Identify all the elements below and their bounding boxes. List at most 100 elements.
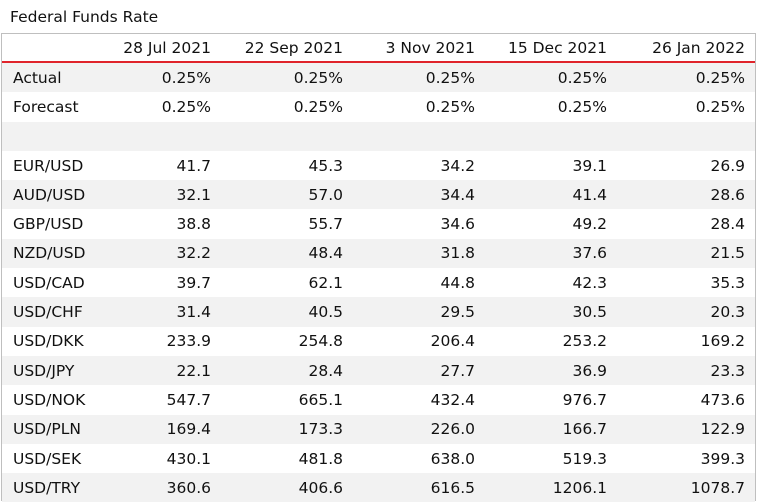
row-label: USD/CAD [13, 273, 85, 292]
table-row-forecast: Forecast 0.25% 0.25% 0.25% 0.25% 0.25% [2, 92, 755, 121]
column-header-date: 28 Jul 2021 [123, 38, 211, 57]
table-row: USD/DKK 233.9 254.8 206.4 253.2 169.2 [2, 327, 755, 356]
row-label: EUR/USD [13, 156, 84, 175]
table-cell: 406.6 [221, 473, 353, 503]
table-row: GBP/USD 38.8 55.7 34.6 49.2 28.4 [2, 209, 755, 238]
table-cell: 34.6 [440, 215, 475, 234]
table-cell: 616.5 [353, 473, 485, 503]
table-cell: 41.4 [485, 180, 617, 210]
table-cell: 31.8 [353, 238, 485, 269]
table-cell: 28.4 [710, 215, 745, 234]
table-cell: 0.25% [353, 62, 485, 93]
table-cell: 253.2 [562, 332, 607, 351]
table-row: EUR/USD 41.7 45.3 34.2 39.1 26.9 [2, 151, 755, 180]
table-cell: 166.7 [485, 414, 617, 444]
table-row: USD/TRY 360.6 406.6 616.5 1206.1 1078.7 [2, 473, 755, 503]
row-label: USD/TRY [2, 473, 99, 503]
row-label: USD/CHF [2, 297, 99, 327]
table-cell: 35.3 [710, 273, 745, 292]
table-cell: 55.7 [308, 215, 343, 234]
table-cell: 26.9 [710, 156, 745, 175]
table-cell [221, 121, 353, 151]
table-cell: 44.8 [440, 273, 475, 292]
table-cell: 22.1 [99, 355, 221, 386]
table-cell: 233.9 [166, 332, 211, 351]
column-header-date: 26 Jan 2022 [652, 38, 745, 57]
table-cell: 20.3 [617, 297, 755, 327]
row-label: AUD/USD [2, 180, 99, 210]
table-cell [485, 121, 617, 151]
header-row: 28 Jul 2021 22 Sep 2021 3 Nov 2021 15 De… [2, 34, 755, 62]
table-cell: 41.7 [176, 156, 211, 175]
table-cell: 42.3 [572, 273, 607, 292]
table-cell [617, 121, 755, 151]
row-label: NZD/USD [2, 238, 99, 269]
table-cell: 30.5 [485, 297, 617, 327]
table-cell [353, 121, 485, 151]
table-cell: 62.1 [308, 273, 343, 292]
table-cell: 0.25% [293, 97, 343, 116]
table-cell: 399.3 [700, 449, 745, 468]
table-cell: 0.25% [425, 97, 475, 116]
header-corner-cell [2, 34, 99, 62]
table-cell: 519.3 [562, 449, 607, 468]
table-row: USD/CAD 39.7 62.1 44.8 42.3 35.3 [2, 268, 755, 297]
table-cell: 206.4 [430, 332, 475, 351]
row-label: USD/JPY [2, 355, 99, 386]
row-label: USD/NOK [13, 390, 86, 409]
table-row: USD/JPY 22.1 28.4 27.7 36.9 23.3 [2, 355, 755, 386]
table-cell: 976.7 [562, 390, 607, 409]
table-cell: 360.6 [99, 473, 221, 503]
table-cell: 0.25% [557, 97, 607, 116]
table-cell: 34.2 [440, 156, 475, 175]
table-header: 28 Jul 2021 22 Sep 2021 3 Nov 2021 15 De… [2, 34, 755, 62]
table-cell: 31.4 [99, 297, 221, 327]
table-cell: 665.1 [298, 390, 343, 409]
table-cell: 0.25% [485, 62, 617, 93]
table-row-actual: Actual 0.25% 0.25% 0.25% 0.25% 0.25% [2, 62, 755, 93]
table-cell: 1078.7 [617, 473, 755, 503]
table-row: USD/PLN 169.4 173.3 226.0 166.7 122.9 [2, 414, 755, 444]
row-label: USD/SEK [13, 449, 82, 468]
table-cell: 32.1 [99, 180, 221, 210]
row-label: GBP/USD [13, 215, 84, 234]
table-cell: 547.7 [166, 390, 211, 409]
table-cell: 169.2 [700, 332, 745, 351]
table-cell: 23.3 [617, 355, 755, 386]
column-header-date: 15 Dec 2021 [507, 38, 607, 57]
table-cell: 473.6 [700, 390, 745, 409]
table-cell: 1206.1 [485, 473, 617, 503]
row-label: USD/DKK [13, 332, 84, 351]
table-row: USD/CHF 31.4 40.5 29.5 30.5 20.3 [2, 297, 755, 327]
table-row-spacer [2, 121, 755, 151]
row-label: Actual [2, 62, 99, 93]
table-cell: 36.9 [485, 355, 617, 386]
table-row: AUD/USD 32.1 57.0 34.4 41.4 28.6 [2, 180, 755, 210]
table-cell: 48.4 [221, 238, 353, 269]
table-cell: 39.1 [572, 156, 607, 175]
table-title: Federal Funds Rate [10, 8, 159, 26]
data-table-container: 28 Jul 2021 22 Sep 2021 3 Nov 2021 15 De… [1, 33, 756, 503]
table-cell: 0.25% [99, 62, 221, 93]
column-header-date: 3 Nov 2021 [385, 38, 475, 57]
table-cell: 226.0 [353, 414, 485, 444]
table-cell: 254.8 [298, 332, 343, 351]
table-row: USD/SEK 430.1 481.8 638.0 519.3 399.3 [2, 444, 755, 473]
table-body: Actual 0.25% 0.25% 0.25% 0.25% 0.25% For… [2, 62, 755, 503]
table-cell: 28.4 [221, 355, 353, 386]
table-cell: 430.1 [166, 449, 211, 468]
table-row: USD/NOK 547.7 665.1 432.4 976.7 473.6 [2, 385, 755, 414]
table-cell: 34.4 [353, 180, 485, 210]
table-cell: 27.7 [353, 355, 485, 386]
table-cell: 57.0 [221, 180, 353, 210]
table-cell: 0.25% [695, 97, 745, 116]
table-cell [99, 121, 221, 151]
table-cell: 0.25% [617, 62, 755, 93]
data-table: 28 Jul 2021 22 Sep 2021 3 Nov 2021 15 De… [2, 34, 755, 503]
table-cell: 21.5 [617, 238, 755, 269]
row-label: USD/PLN [2, 414, 99, 444]
table-cell: 173.3 [221, 414, 353, 444]
table-cell: 45.3 [308, 156, 343, 175]
row-label [2, 121, 99, 151]
